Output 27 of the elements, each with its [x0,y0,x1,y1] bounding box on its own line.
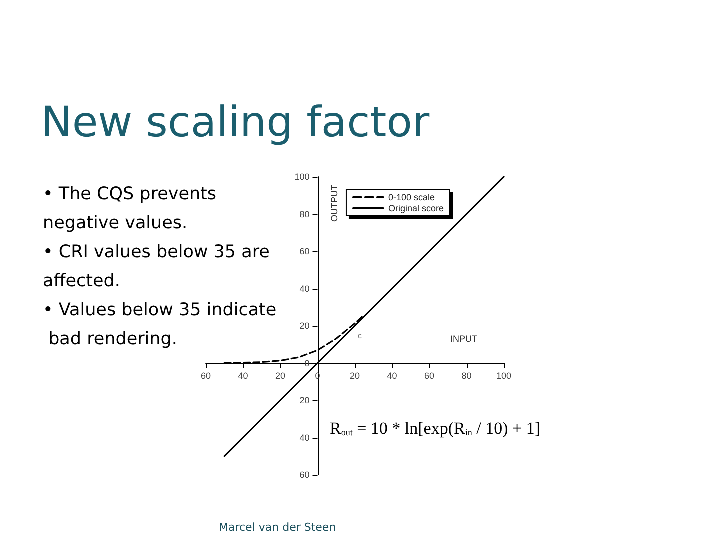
annotation: • Values below 35 indicate bad rendering. [43,300,277,350]
x-tick-label: 100 [496,370,512,381]
x-tick-label: 20 [275,370,286,381]
chart-title: New scaling factor [41,98,430,146]
annotation: Rout = 10 * ln[exp(Rin / 10) + 1] [330,419,540,438]
y-tick-label: 60 [300,246,310,256]
x-tick-label: 60 [424,370,435,381]
y-tick-label: 100 [294,172,310,182]
legend-label: 0-100 scale [388,192,436,202]
annotation: • The CQS prevents negative values. [43,184,222,234]
x-tick-label: 60 [200,370,212,381]
legend-label: Original score [388,204,444,214]
y-tick-label: 20 [300,396,310,406]
text: Marcel van der Steen [219,521,336,534]
y-tick-label: 20 [300,321,310,331]
x-tick-label: 20 [350,370,360,381]
x-tick-label: 80 [462,370,472,381]
x-tick-label: 40 [387,370,398,381]
x-axis-title: INPUT [450,334,478,344]
annotation: c [358,332,362,340]
annotation: • CRI values below 35 are affected. [43,242,276,292]
y-tick-label: 60 [300,470,310,480]
y-axis-title: OUTPUT [329,184,340,222]
x-tick-label: 40 [238,370,248,381]
y-tick-label: 40 [300,432,310,443]
y-tick-label: 40 [300,284,310,294]
y-tick-label: 80 [300,209,310,220]
